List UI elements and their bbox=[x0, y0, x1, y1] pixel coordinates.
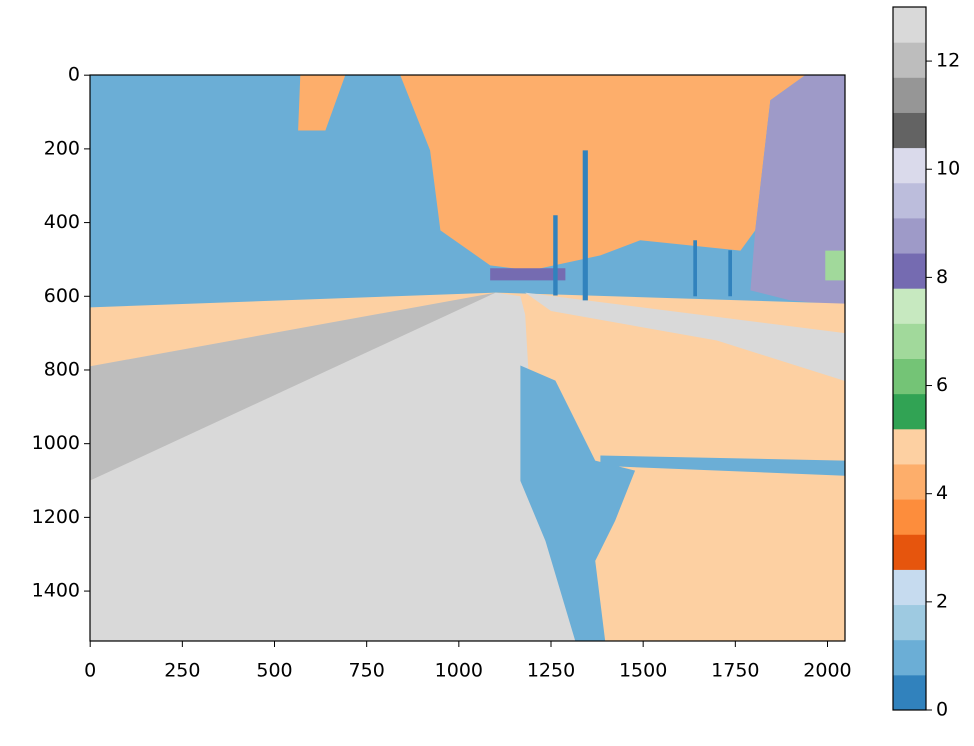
colorbar-band bbox=[893, 288, 926, 324]
segment-region bbox=[520, 365, 636, 641]
colorbar-band bbox=[893, 147, 926, 184]
segment-region bbox=[693, 240, 697, 297]
colorbar-band bbox=[893, 112, 926, 149]
x-tick-label: 2000 bbox=[803, 660, 851, 682]
colorbar-tick-label: 4 bbox=[936, 482, 948, 504]
segment-region bbox=[400, 75, 806, 271]
colorbar-tick-label: 12 bbox=[936, 50, 960, 72]
y-tick-label: 400 bbox=[44, 211, 80, 233]
colorbar-band bbox=[893, 217, 926, 254]
y-tick-label: 1200 bbox=[32, 506, 80, 528]
y-tick-label: 600 bbox=[44, 285, 80, 307]
colorbar-band bbox=[893, 7, 926, 43]
colorbar-band bbox=[893, 499, 926, 535]
x-tick-label: 1750 bbox=[711, 660, 759, 682]
segment-region bbox=[553, 215, 558, 296]
segment-region bbox=[298, 75, 346, 131]
colorbar-band bbox=[893, 604, 926, 641]
x-tick-label: 1250 bbox=[527, 660, 575, 682]
x-tick-label: 1500 bbox=[619, 660, 667, 682]
segment-region bbox=[825, 250, 845, 281]
segment-region bbox=[582, 150, 588, 301]
colorbar-tick-label: 8 bbox=[936, 266, 948, 288]
y-tick-label: 800 bbox=[44, 358, 80, 380]
colorbar-tick-label: 6 bbox=[936, 374, 948, 396]
x-tick-label: 250 bbox=[164, 660, 200, 682]
colorbar-tick-label: 10 bbox=[936, 158, 960, 180]
colorbar-band bbox=[893, 323, 926, 359]
colorbar-band bbox=[893, 393, 926, 430]
colorbar-band bbox=[893, 42, 926, 78]
y-tick-label: 1000 bbox=[32, 432, 80, 454]
axes-frame bbox=[89, 74, 846, 642]
colorbar-band bbox=[893, 428, 926, 465]
x-tick-label: 0 bbox=[84, 660, 96, 682]
segment-region bbox=[90, 292, 576, 641]
y-tick-label: 200 bbox=[44, 137, 80, 159]
y-tick-label: 0 bbox=[68, 64, 80, 86]
colorbar-band bbox=[893, 253, 926, 289]
colorbar-frame bbox=[892, 6, 927, 711]
x-tick-label: 750 bbox=[349, 660, 385, 682]
colorbar-tick-label: 2 bbox=[936, 590, 948, 612]
colorbar-band bbox=[893, 639, 926, 676]
x-tick-label: 1000 bbox=[435, 660, 483, 682]
colorbar-tick-label: 0 bbox=[936, 699, 948, 721]
colorbar-band bbox=[893, 674, 926, 711]
segment-region bbox=[750, 75, 845, 306]
colorbar-band bbox=[893, 182, 926, 219]
colorbar-band bbox=[893, 569, 926, 606]
colorbar-band bbox=[893, 534, 926, 570]
colorbar-band bbox=[893, 77, 926, 113]
x-tick-label: 500 bbox=[256, 660, 292, 682]
colorbar-band bbox=[893, 463, 926, 500]
y-tick-label: 1400 bbox=[32, 580, 80, 602]
segment-region bbox=[728, 250, 733, 297]
segment-region bbox=[490, 268, 566, 281]
segment-region bbox=[600, 455, 845, 476]
colorbar-band bbox=[893, 358, 926, 395]
segment-region bbox=[525, 292, 845, 381]
